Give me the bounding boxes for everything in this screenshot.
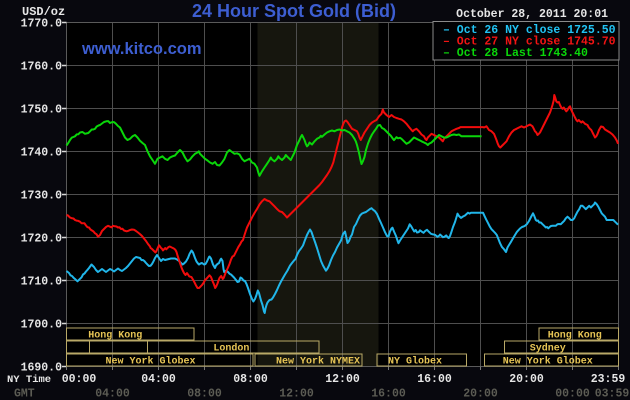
svg-text:www.kitco.com: www.kitco.com [81,40,202,58]
svg-text:Sydney: Sydney [530,342,566,354]
svg-text:1690.0: 1690.0 [21,362,63,375]
svg-text:04:00: 04:00 [141,373,176,386]
svg-text:24 Hour Spot Gold (Bid): 24 Hour Spot Gold (Bid) [192,1,396,21]
svg-text:00:00: 00:00 [62,373,97,386]
svg-text:1700.0: 1700.0 [21,319,63,332]
svg-text:16:00: 16:00 [371,388,406,400]
svg-text:New York Globex: New York Globex [503,355,593,367]
svg-text:08:00: 08:00 [233,373,268,386]
svg-text:NY Time: NY Time [7,374,51,386]
svg-text:23:59: 23:59 [591,373,626,386]
svg-text:1740.0: 1740.0 [21,147,63,160]
svg-text:04:00: 04:00 [95,388,130,400]
svg-text:London: London [213,342,249,354]
svg-text:12:00: 12:00 [279,388,314,400]
svg-text:20:00: 20:00 [509,373,544,386]
svg-text:00:00: 00:00 [555,388,590,400]
svg-text:1760.0: 1760.0 [21,61,63,74]
svg-text:NY Globex: NY Globex [388,355,442,367]
svg-text:– Oct 27 NY close 1745.70: – Oct 27 NY close 1745.70 [443,36,616,49]
svg-text:1770.0: 1770.0 [21,18,63,31]
svg-text:– Oct 28 Last 1743.40: – Oct 28 Last 1743.40 [443,47,588,60]
svg-text:1730.0: 1730.0 [21,190,63,203]
svg-text:New York NYMEX: New York NYMEX [276,355,360,367]
svg-text:1720.0: 1720.0 [21,233,63,246]
svg-text:16:00: 16:00 [417,373,452,386]
svg-text:20:00: 20:00 [463,388,498,400]
svg-text:– Oct 26 NY close 1725.50: – Oct 26 NY close 1725.50 [443,24,616,37]
svg-text:Hong Kong: Hong Kong [88,330,142,341]
svg-text:03:59: 03:59 [595,388,630,400]
svg-text:New York Globex: New York Globex [105,355,195,367]
svg-text:October 28, 2011 20:01: October 28, 2011 20:01 [456,8,608,21]
svg-text:08:00: 08:00 [187,388,222,400]
svg-text:12:00: 12:00 [325,373,360,386]
svg-text:GMT: GMT [14,388,35,400]
svg-text:1710.0: 1710.0 [21,276,63,289]
svg-text:USD/oz: USD/oz [22,5,65,19]
svg-text:Hong Kong: Hong Kong [548,330,602,341]
svg-text:1750.0: 1750.0 [21,104,63,117]
